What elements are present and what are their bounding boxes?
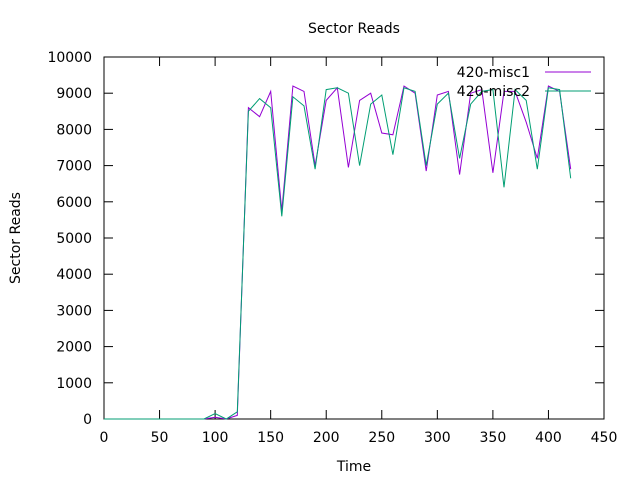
y-tick-label: 4000	[56, 267, 92, 283]
chart-title: Sector Reads	[308, 21, 400, 37]
y-tick-label: 10000	[47, 50, 92, 66]
y-tick-label: 6000	[56, 195, 92, 211]
axes: 0 50 100 150 200 250 300 350 400 450 0 1000 2000 3000…	[47, 50, 617, 446]
x-tick-label: 300	[424, 430, 451, 446]
series-line-420-misc2	[104, 87, 572, 420]
x-tick-label: 150	[257, 430, 284, 446]
x-tick-label: 0	[100, 430, 109, 446]
legend-label: 420-misc2	[457, 84, 530, 100]
series-line-420-misc1	[104, 85, 572, 420]
plot-frame	[103, 56, 605, 420]
y-tick-label: 5000	[56, 231, 92, 247]
y-axis-label: Sector Reads	[8, 192, 24, 284]
y-tick-label: 2000	[56, 340, 92, 356]
y-tick-label: 8000	[56, 122, 92, 138]
x-tick-label: 200	[313, 430, 340, 446]
x-tick-label: 350	[480, 430, 507, 446]
legend: 420-misc1 420-misc2	[457, 65, 591, 100]
x-tick-label: 450	[591, 430, 618, 446]
x-tick-label: 50	[151, 430, 169, 446]
y-tick-label: 7000	[56, 159, 92, 175]
y-tick-label: 1000	[56, 376, 92, 392]
x-tick-label: 400	[535, 430, 562, 446]
y-tick-label: 3000	[56, 303, 92, 319]
x-tick-label: 100	[202, 430, 229, 446]
y-tick-label: 9000	[56, 86, 92, 102]
y-tick-label: 0	[83, 412, 92, 428]
legend-label: 420-misc1	[457, 65, 530, 81]
x-tick-label: 250	[368, 430, 395, 446]
x-axis-label: Time	[336, 459, 371, 475]
series-layer	[104, 85, 572, 420]
